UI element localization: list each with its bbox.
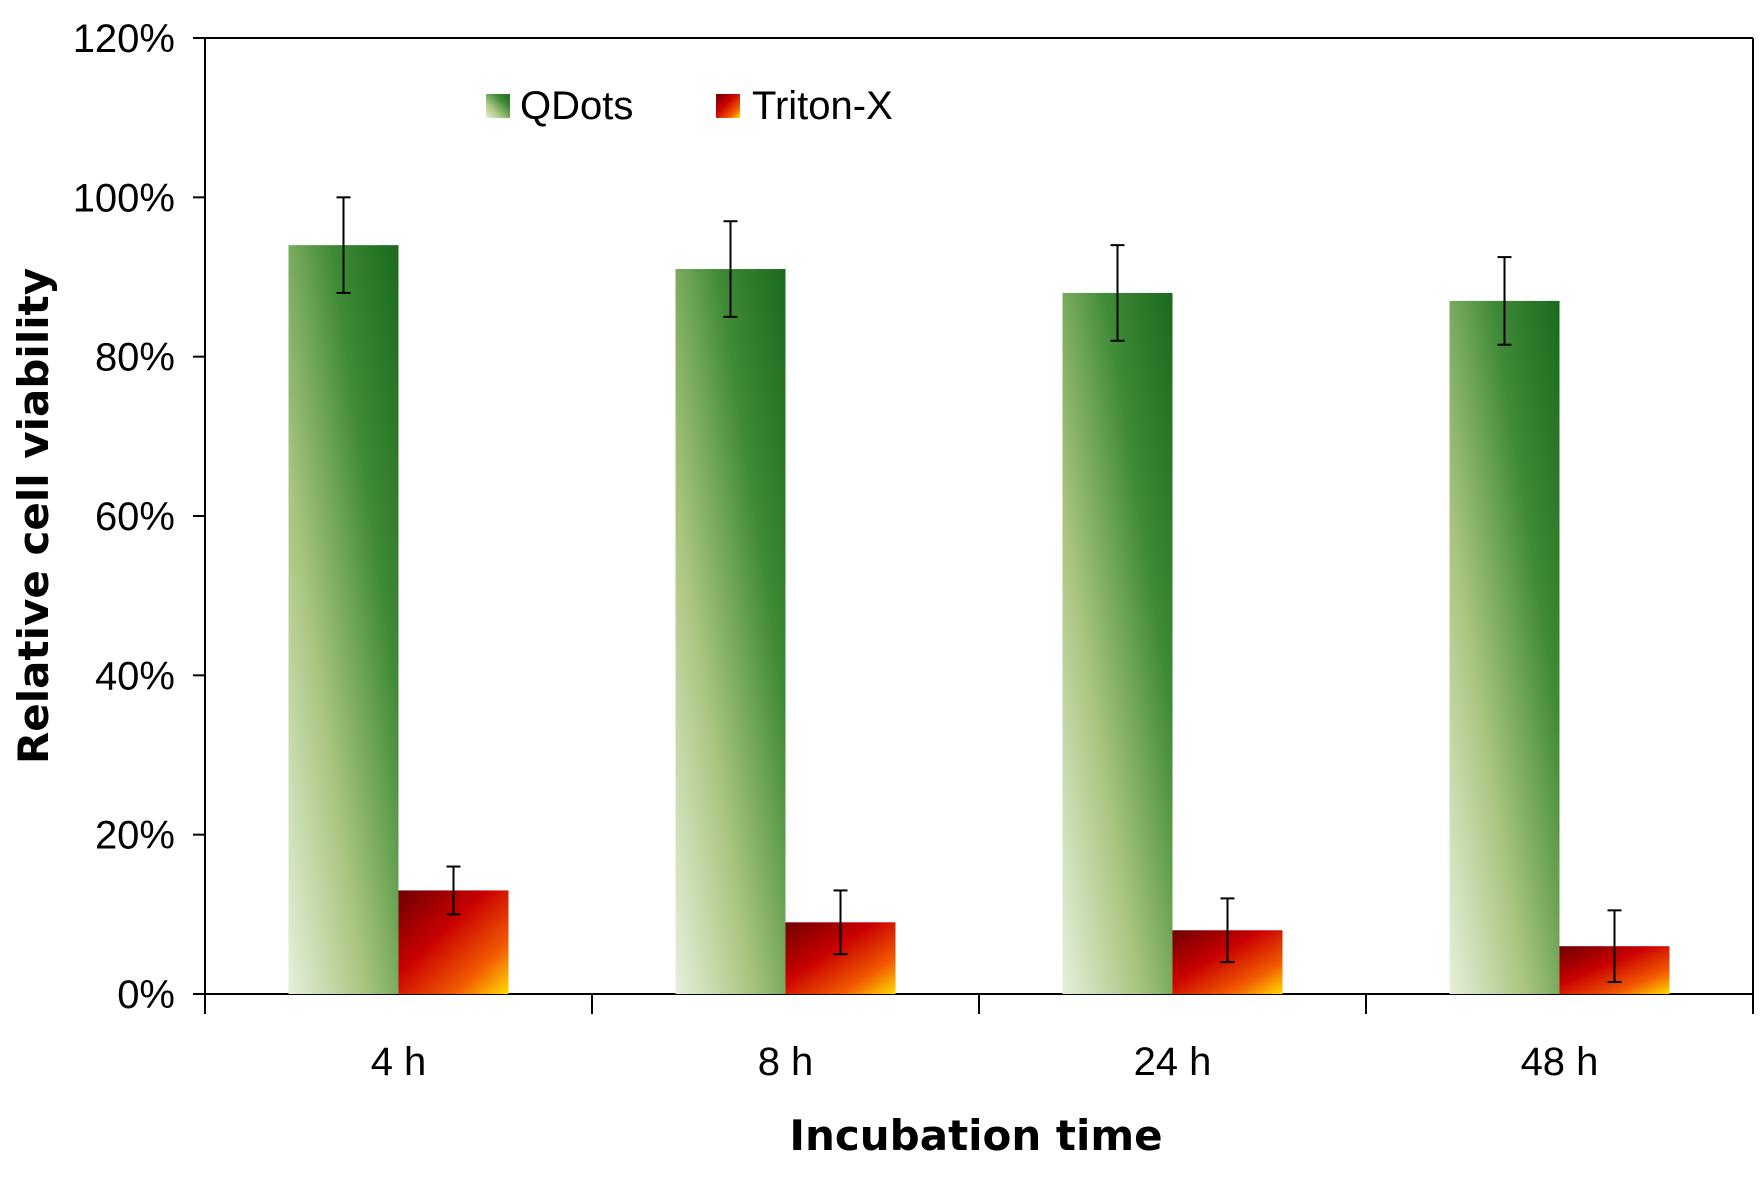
y-axis-ticks: 0% 20% 40% 60% 80% 100% 120% — [73, 17, 205, 1017]
bar-qdots-2 — [1062, 292, 1173, 994]
bar-qdots-1 — [675, 269, 786, 994]
legend-swatch-triton — [716, 94, 740, 118]
legend-swatch-qdots — [486, 94, 510, 118]
legend-label-qdots: QDots — [520, 84, 633, 128]
y-tick-label: 100% — [73, 176, 175, 220]
y-tick-label: 20% — [95, 814, 175, 858]
y-tick-label: 120% — [73, 17, 175, 61]
bar-series — [288, 245, 1670, 995]
x-tick-label: 4 h — [371, 1040, 427, 1084]
y-tick-label: 60% — [95, 495, 175, 539]
x-axis-ticks: 4 h 8 h 24 h 48 h — [204, 994, 1754, 1084]
x-axis-title: Incubation time — [789, 1111, 1162, 1160]
x-tick-label: 8 h — [758, 1040, 814, 1084]
y-tick-label: 80% — [95, 336, 175, 380]
bar-qdots-3 — [1449, 300, 1560, 994]
legend: QDots Triton-X — [486, 84, 893, 128]
y-tick-label: 40% — [95, 654, 175, 698]
y-tick-label: 0% — [117, 973, 175, 1017]
x-tick-label: 24 h — [1134, 1040, 1212, 1084]
error-bars — [336, 196, 1622, 984]
x-tick-label: 48 h — [1521, 1040, 1599, 1084]
y-axis-title: Relative cell viability — [9, 268, 58, 764]
legend-label-triton: Triton-X — [752, 84, 893, 128]
bar-qdots-0 — [288, 245, 399, 995]
